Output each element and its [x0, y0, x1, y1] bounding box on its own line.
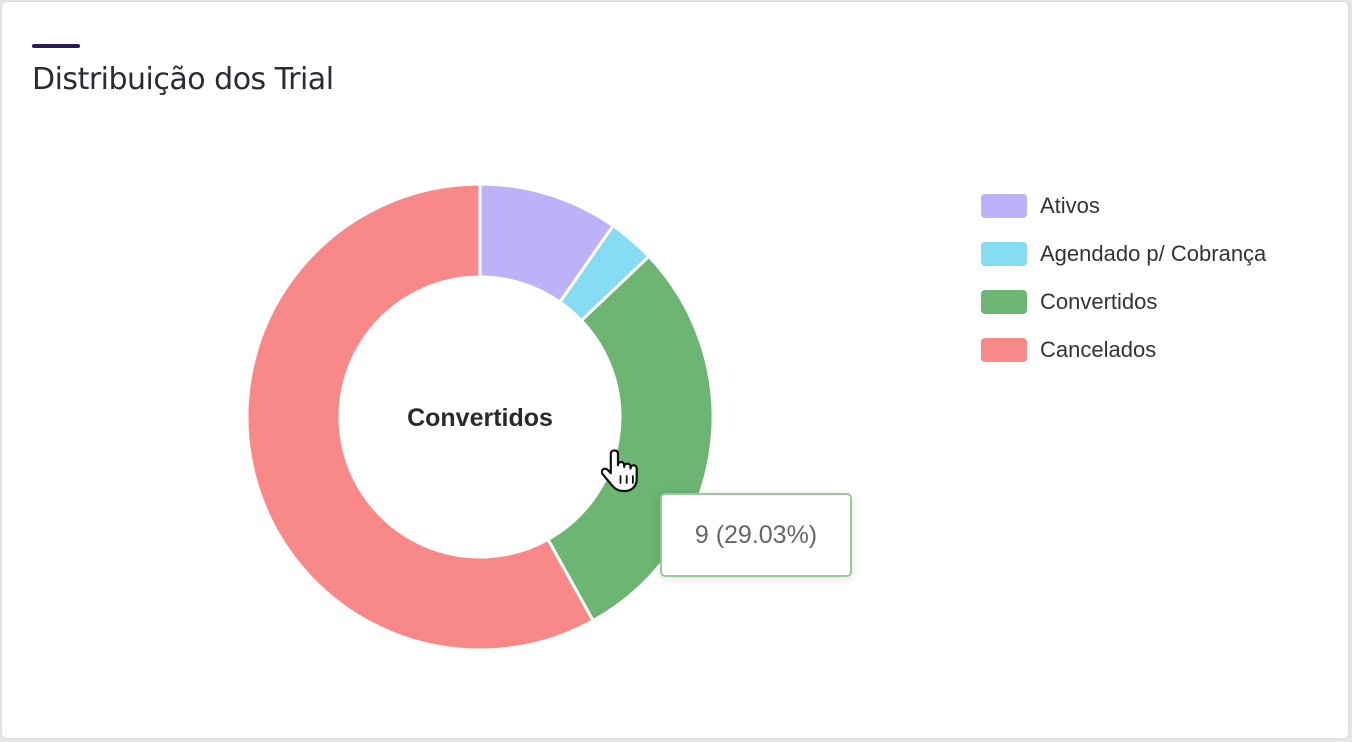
legend-swatch	[981, 194, 1027, 218]
legend-label: Agendado p/ Cobrança	[1040, 241, 1267, 266]
hand-pointer-icon	[601, 449, 638, 493]
chart-legend: Ativos Agendado p/ Cobrança Convertidos Can…	[981, 182, 1266, 374]
legend-item[interactable]: Convertidos	[981, 278, 1266, 326]
legend-item[interactable]: Agendado p/ Cobrança	[981, 230, 1266, 278]
legend-swatch	[981, 242, 1027, 266]
legend-item[interactable]: Cancelados	[981, 326, 1266, 374]
card-title: Distribuição dos Trial	[32, 62, 334, 97]
slice-cancelados[interactable]	[245, 182, 596, 652]
chart-center-label: Convertidos	[407, 404, 553, 432]
legend-label: Ativos	[1040, 193, 1100, 218]
legend-label: Convertidos	[1040, 289, 1158, 314]
legend-swatch	[981, 338, 1027, 362]
chart-tooltip: 9 (29.03%)	[660, 493, 852, 577]
legend-swatch	[981, 290, 1027, 314]
legend-item[interactable]: Ativos	[981, 182, 1266, 230]
legend-label: Cancelados	[1040, 337, 1157, 362]
title-accent-bar	[32, 44, 80, 48]
